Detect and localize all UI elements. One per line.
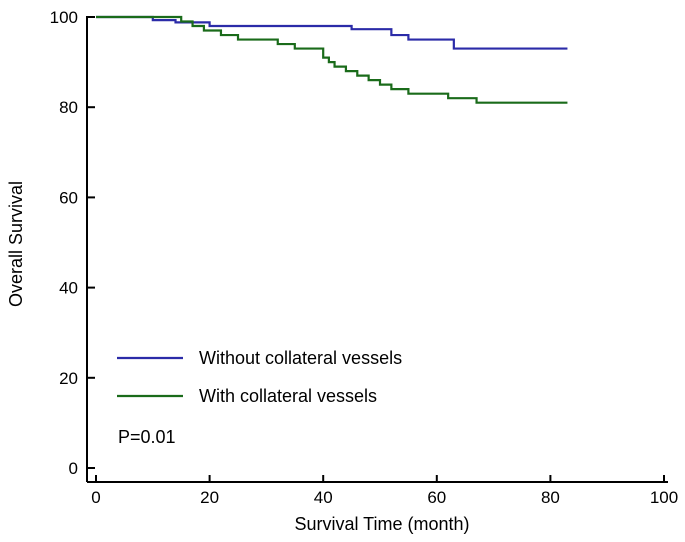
- legend: Without collateral vessels With collatera…: [117, 348, 402, 406]
- series-line-2: [96, 15, 568, 104]
- x-axis-title: Survival Time (month): [294, 514, 469, 534]
- x-tick-label: 80: [541, 488, 560, 507]
- legend-label-2: With collateral vessels: [199, 386, 377, 406]
- x-tick-label: 100: [650, 488, 678, 507]
- y-tick-label: 100: [50, 8, 78, 27]
- x-tick-label: 20: [200, 488, 219, 507]
- y-tick-label: 0: [69, 459, 78, 478]
- plot-area: [96, 15, 568, 104]
- y-axis-title: Overall Survival: [6, 181, 26, 307]
- x-tick-label: 0: [91, 488, 100, 507]
- ticks: 0 20 40 60 80 100 0 20 40 60 80 100: [50, 8, 679, 507]
- y-tick-label: 40: [59, 279, 78, 298]
- y-tick-label: 80: [59, 98, 78, 117]
- x-tick-label: 40: [314, 488, 333, 507]
- p-value-annotation: P=0.01: [118, 427, 176, 447]
- series-line-1: [96, 15, 568, 50]
- axes: [86, 16, 668, 483]
- legend-label-1: Without collateral vessels: [199, 348, 402, 368]
- x-tick-label: 60: [427, 488, 446, 507]
- y-tick-label: 60: [59, 188, 78, 207]
- y-tick-label: 20: [59, 369, 78, 388]
